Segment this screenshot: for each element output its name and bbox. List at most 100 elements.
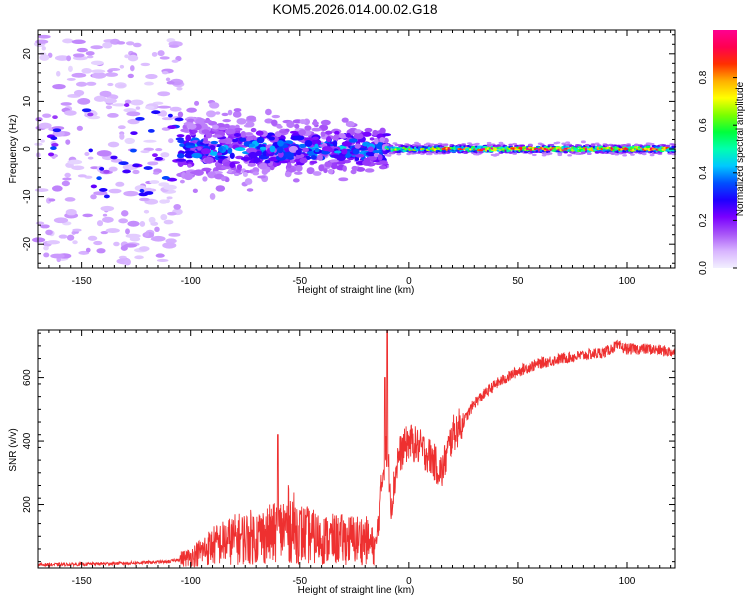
spectrogram-cell (354, 143, 361, 149)
spectrogram-cell (175, 158, 187, 162)
spectrogram-cell (179, 179, 185, 184)
spectrogram-cell (429, 143, 435, 146)
spectrogram-cell (115, 181, 125, 187)
spectrogram-cell (159, 110, 168, 117)
spectrogram-cell (34, 188, 49, 192)
spectrogram-cell (215, 111, 221, 115)
spectrogram-cell (86, 55, 94, 59)
spectrogram-cell (416, 142, 421, 146)
spectrogram-cell (264, 118, 274, 124)
spectrogram-cell (301, 147, 309, 153)
spectrogram-cell (246, 188, 254, 192)
spectrogram-cell (161, 70, 169, 75)
spectrogram-cell (379, 136, 386, 143)
spectrogram-cell (123, 190, 139, 197)
spectrogram-cell (151, 110, 161, 115)
spectrogram-cell (68, 65, 73, 72)
spectrogram-cell (43, 245, 49, 251)
spectrogram-cell (215, 185, 226, 192)
spectrogram-cell (299, 119, 307, 125)
spectrogram-cell (221, 112, 229, 117)
spectrogram-cell (87, 115, 101, 120)
spectrogram-cell (144, 231, 150, 237)
y-tick-label: 200 (22, 496, 33, 513)
spectrogram-cell (76, 125, 83, 131)
spectrogram-cell (311, 127, 322, 132)
spectrogram-cell (102, 213, 108, 217)
spectrogram-cell (406, 152, 412, 156)
spectrogram-cell (641, 152, 647, 156)
spectrogram-cell (143, 139, 157, 143)
spectrogram-cell (102, 42, 113, 49)
spectrogram-cell (66, 234, 75, 241)
spectrogram-cell (172, 81, 182, 86)
spectrogram-cell (159, 56, 170, 60)
spectrogram-cell (77, 98, 91, 105)
spectrogram-cell (71, 72, 87, 78)
spectrogram-cell (210, 140, 219, 145)
spectrogram-cell (143, 209, 150, 214)
colorbar-tick-label: 0.4 (698, 165, 709, 179)
spectrogram-cell (187, 118, 195, 123)
spectrogram-cell (87, 112, 94, 117)
spectrogram-cell (284, 171, 292, 178)
spectrogram-cell (293, 135, 305, 141)
spectrogram-cell (147, 161, 159, 166)
y-tick-label: -10 (22, 189, 33, 204)
spectrogram-cell (62, 38, 74, 44)
spectrogram-cell (139, 188, 145, 193)
spectrogram-cell (50, 253, 65, 259)
spectrogram-cell (496, 144, 502, 147)
spectrogram-cell (81, 108, 92, 113)
spectrogram-cell (51, 185, 63, 192)
spectrogram-cell (298, 143, 307, 149)
spectrogram-cell (364, 127, 373, 133)
spectrogram-cell (256, 136, 265, 144)
spectrogram-cell (304, 125, 312, 131)
spectrogram-cell (135, 116, 145, 121)
x-tick-label: -100 (181, 576, 201, 587)
spectrogram-cell (77, 174, 87, 178)
spectrogram-cell (64, 197, 76, 202)
spectrogram-cell (365, 151, 377, 157)
spectrogram-cell (295, 164, 303, 172)
spectrogram-cell (40, 224, 50, 229)
spectrogram-cell (134, 255, 144, 260)
spectrogram-cell (71, 39, 86, 45)
spectrogram-cell (155, 148, 163, 152)
spectrogram-cell (81, 68, 92, 74)
spectrogram-cell (362, 160, 371, 166)
spectrogram-cell (269, 165, 275, 171)
spectrogram-cell (295, 149, 302, 156)
spectrogram-cell (333, 134, 340, 140)
spectrogram-cell (555, 141, 561, 144)
x-tick-label: -100 (181, 276, 201, 287)
spectrogram-cell (66, 55, 72, 62)
spectrogram-cell (279, 160, 288, 164)
colorbar-tick-label: 0.8 (698, 70, 709, 84)
spectrogram-cell (75, 81, 88, 87)
spectrogram-cell (224, 123, 230, 129)
spectrogram-cell (324, 161, 332, 168)
spectrogram-cell (110, 155, 118, 160)
spectrogram-cell (108, 166, 118, 172)
spectrogram-cell (53, 217, 69, 224)
spectrogram-cell (121, 210, 129, 217)
spectrogram-cell (200, 148, 211, 155)
spectrogram-cell (125, 41, 135, 46)
spectrogram-cell (338, 177, 349, 182)
spectrogram-cell (512, 152, 518, 155)
spectrogram-cell (140, 62, 151, 67)
spectrogram-cell (229, 152, 235, 159)
spectrogram-cell (51, 142, 59, 147)
spectrogram-cell (233, 172, 240, 177)
spectrogram-cell (478, 150, 484, 154)
spectrogram-cell (277, 140, 284, 147)
spectrogram-cell (185, 134, 192, 142)
spectrogram-cell (100, 231, 109, 235)
y-tick-label: 20 (22, 48, 33, 60)
spectrogram-cell (88, 148, 93, 153)
spectrogram-cell (577, 144, 582, 147)
spectrogram-cell (173, 204, 182, 210)
